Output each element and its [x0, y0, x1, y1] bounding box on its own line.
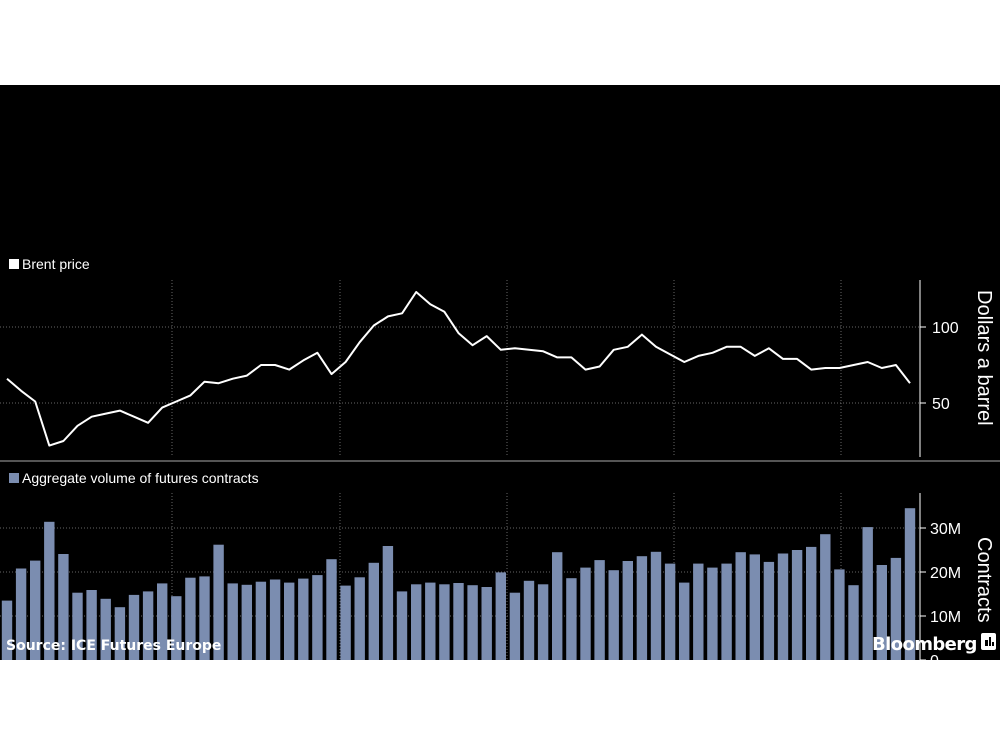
brand-logo: Bloomberg	[872, 634, 977, 655]
volume-bar	[312, 575, 323, 660]
volume-bar	[72, 592, 83, 660]
volume-axis-title: Contracts	[973, 537, 995, 623]
volume-bar	[594, 560, 605, 660]
volume-bar	[693, 563, 704, 660]
chart-panel: 50 100 Brent price Dollars a barrel 0 10M 20M 3…	[0, 85, 1000, 660]
volume-bar	[142, 591, 154, 660]
volume-bar	[749, 554, 760, 660]
volume-bar	[15, 568, 27, 660]
volume-bar	[495, 572, 506, 660]
volume-bar	[58, 554, 69, 660]
volume-bar	[580, 567, 591, 660]
volume-bar	[255, 581, 267, 660]
volume-bar	[340, 585, 351, 660]
volume-bar	[763, 561, 775, 660]
volume-bar	[114, 607, 126, 660]
volume-bar	[1, 600, 13, 660]
bloomberg-bars-icon-bar	[989, 637, 991, 646]
volume-bar	[735, 552, 746, 660]
volume-bar	[199, 576, 210, 660]
volume-bar	[467, 585, 478, 660]
volume-bar	[171, 596, 182, 660]
volume-bar	[481, 587, 492, 660]
volume-bar	[326, 559, 337, 660]
price-tick-label: 50	[932, 396, 950, 413]
volume-bar	[834, 569, 845, 660]
bloomberg-bars-icon-bar	[985, 640, 988, 646]
volume-bar	[425, 582, 436, 660]
volume-bar	[100, 598, 111, 660]
volume-bar	[453, 583, 464, 660]
volume-bar	[820, 534, 831, 660]
chart-subtitle: Brent futures lost 16% in April, as mont…	[6, 48, 741, 72]
source-note: Source: ICE Futures Europe	[6, 638, 222, 654]
volume-tick-label: 30M	[930, 521, 961, 538]
volume-tick-label: 20M	[930, 565, 961, 582]
volume-legend-swatch	[9, 473, 19, 483]
volume-bar	[876, 565, 887, 660]
chart-title: Oil Steadies After Biggest Monthly Drop …	[6, 6, 1000, 46]
volume-bar	[411, 584, 422, 660]
price-axis-title: Dollars a barrel	[973, 290, 995, 426]
volume-bar	[396, 591, 408, 660]
volume-bar	[664, 563, 676, 660]
volume-bar	[552, 552, 563, 660]
volume-bar	[523, 580, 535, 660]
volume-bar	[608, 570, 619, 660]
volume-bar	[439, 584, 450, 660]
volume-bar	[650, 551, 662, 660]
volume-tick-label: 10M	[930, 609, 961, 626]
volume-bar	[848, 585, 859, 660]
price-legend-label: Brent price	[22, 256, 90, 272]
volume-bar	[157, 583, 168, 660]
brent-price-line	[6, 291, 911, 447]
bloomberg-bars-icon-bar	[992, 642, 994, 646]
volume-bar	[622, 561, 633, 660]
volume-bar	[30, 560, 41, 660]
volume-bar	[862, 527, 873, 660]
volume-bar	[241, 584, 252, 660]
volume-bar	[382, 546, 394, 660]
volume-bar	[227, 583, 238, 660]
price-tick-label: 100	[932, 320, 959, 337]
volume-bar	[128, 594, 140, 660]
volume-bar	[791, 550, 803, 660]
chart-canvas: 50 100 Brent price Dollars a barrel 0 10M 20M 3…	[0, 256, 1000, 660]
volume-bar	[636, 556, 648, 660]
volume-bar	[890, 557, 902, 660]
volume-bar	[707, 567, 718, 660]
volume-bar	[806, 546, 817, 660]
volume-bar	[537, 584, 549, 660]
volume-bar	[284, 582, 295, 660]
volume-bar	[509, 592, 521, 660]
price-legend-swatch	[9, 259, 19, 269]
volume-tick-label: 0	[930, 653, 939, 660]
volume-bar	[298, 578, 309, 660]
bloomberg-bars-icon	[981, 633, 996, 650]
volume-bar	[86, 590, 97, 660]
volume-bar	[721, 563, 732, 660]
volume-bar	[679, 582, 690, 660]
volume-bar	[269, 579, 281, 660]
volume-bar	[44, 521, 55, 660]
volume-bar	[368, 562, 379, 660]
volume-bar	[213, 544, 224, 660]
volume-legend-label: Aggregate volume of futures contracts	[22, 470, 259, 486]
volume-bar	[354, 577, 365, 660]
volume-bar	[185, 577, 196, 660]
volume-bar	[566, 578, 577, 660]
volume-bar	[904, 508, 916, 660]
volume-bar	[777, 553, 789, 660]
